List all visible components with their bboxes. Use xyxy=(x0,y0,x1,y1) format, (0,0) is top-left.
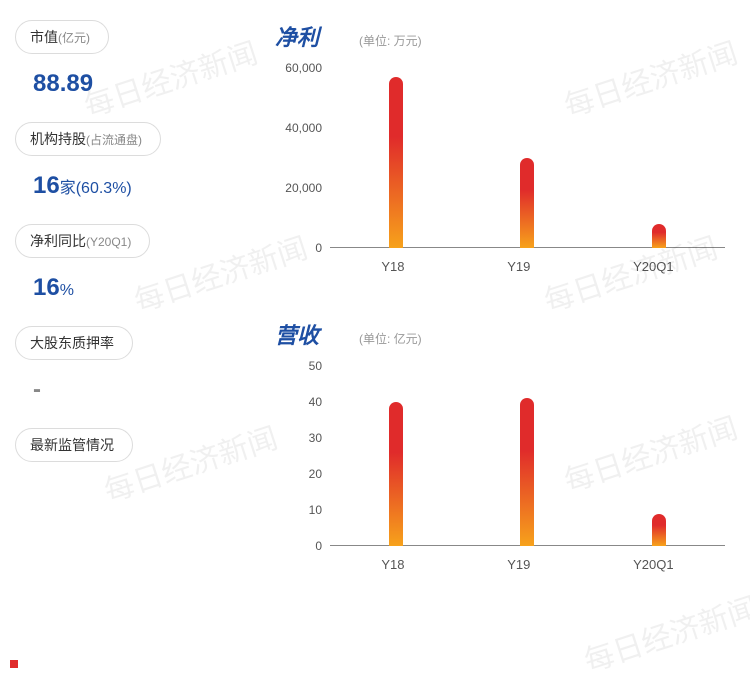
x-tick-label: Y18 xyxy=(381,259,404,274)
stat-sublabel: (Y20Q1) xyxy=(86,235,131,249)
stat-pledge-rate: 大股东质押率 - xyxy=(15,326,265,404)
plot-area: Y18Y19Y20Q1 xyxy=(330,366,735,546)
stat-value: 16 xyxy=(33,172,60,199)
stat-value: 88.89 xyxy=(33,70,93,97)
plot-area: Y18Y19Y20Q1 xyxy=(330,68,735,248)
y-axis: 020,00040,00060,000 xyxy=(275,68,330,248)
stat-unit: % xyxy=(60,282,74,299)
bar xyxy=(520,158,534,248)
y-tick-label: 40 xyxy=(309,395,322,409)
bar xyxy=(520,398,534,546)
x-tick-label: Y19 xyxy=(507,259,530,274)
x-tick-label: Y19 xyxy=(507,557,530,572)
stat-value: 16 xyxy=(33,274,60,301)
stat-sublabel: (亿元) xyxy=(58,31,90,45)
stat-label: 机构持股 xyxy=(30,131,86,147)
y-tick-label: 0 xyxy=(315,241,322,255)
stat-label: 净利同比 xyxy=(30,233,86,249)
stat-value: - xyxy=(33,376,41,403)
chart-revenue: 营收(单位: 亿元)01020304050Y18Y19Y20Q1 xyxy=(275,318,735,586)
stat-label: 最新监管情况 xyxy=(30,437,114,453)
chart-net-profit: 净利(单位: 万元)020,00040,00060,000Y18Y19Y20Q1 xyxy=(275,20,735,288)
right-charts-panel: 净利(单位: 万元)020,00040,00060,000Y18Y19Y20Q1… xyxy=(265,20,735,586)
y-tick-label: 60,000 xyxy=(285,61,322,75)
stat-market-cap: 市值(亿元) 88.89 xyxy=(15,20,265,98)
stat-sublabel: (占流通盘) xyxy=(86,133,142,147)
stat-regulation: 最新监管情况 xyxy=(15,428,265,462)
x-tick-label: Y20Q1 xyxy=(633,259,673,274)
bar xyxy=(389,402,403,546)
bar xyxy=(389,77,403,248)
left-stats-panel: 市值(亿元) 88.89 机构持股(占流通盘) 16家(60.3%) 净利同比(… xyxy=(15,20,265,586)
decorative-red-square xyxy=(10,660,18,668)
chart-title: 营收 xyxy=(275,318,319,350)
y-tick-label: 10 xyxy=(309,503,322,517)
chart-unit-label: (单位: 万元) xyxy=(359,32,422,49)
x-tick-label: Y18 xyxy=(381,557,404,572)
bar xyxy=(652,224,666,248)
chart-title: 净利 xyxy=(275,20,319,52)
stat-inst-holdings: 机构持股(占流通盘) 16家(60.3%) xyxy=(15,122,265,200)
stat-unit: 家 xyxy=(60,180,76,197)
y-tick-label: 50 xyxy=(309,359,322,373)
y-tick-label: 20 xyxy=(309,467,322,481)
bar xyxy=(652,514,666,546)
y-axis: 01020304050 xyxy=(275,366,330,546)
stat-profit-yoy: 净利同比(Y20Q1) 16% xyxy=(15,224,265,302)
y-tick-label: 40,000 xyxy=(285,121,322,135)
stat-label: 大股东质押率 xyxy=(30,335,114,351)
x-tick-label: Y20Q1 xyxy=(633,557,673,572)
stat-label: 市值 xyxy=(30,29,58,45)
y-tick-label: 20,000 xyxy=(285,181,322,195)
y-tick-label: 0 xyxy=(315,539,322,553)
y-tick-label: 30 xyxy=(309,431,322,445)
chart-unit-label: (单位: 亿元) xyxy=(359,330,422,347)
stat-extra: (60.3%) xyxy=(76,180,132,197)
